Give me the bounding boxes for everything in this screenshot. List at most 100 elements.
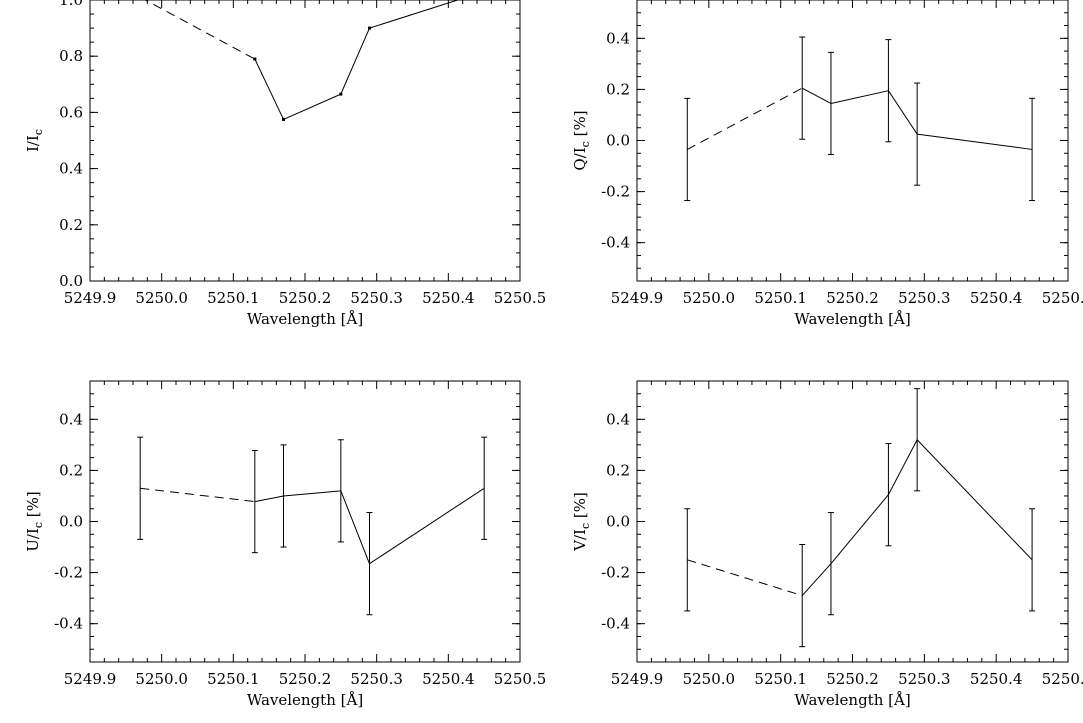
data-point <box>339 92 343 96</box>
series-group <box>684 36 1036 202</box>
x-tick-label: 5250.2 <box>279 289 332 307</box>
series-segment <box>917 133 1033 150</box>
x-axis-title: Wavelength [Å] <box>247 310 363 328</box>
x-tick-label: 5250.1 <box>754 670 807 688</box>
plot-frame <box>636 0 1069 282</box>
y-tick-label: 0.0 <box>606 132 630 150</box>
x-tick-label: 5250.4 <box>422 670 475 688</box>
y-tick-label: 1.0 <box>59 0 83 9</box>
y-tick-label: 0.0 <box>606 513 630 531</box>
y-tick-label: 0.0 <box>59 272 83 290</box>
y-tick-label: 0.4 <box>606 29 630 47</box>
x-tick-label: 5250.1 <box>754 289 807 307</box>
y-axis-title: I/Ic <box>24 129 45 152</box>
y-tick-label: 0.2 <box>606 80 630 98</box>
plot-frame <box>89 380 521 663</box>
x-tick-label: 5250.2 <box>279 670 332 688</box>
y-axis-title-main: V/I <box>571 529 589 552</box>
panel-q: 5249.9 5250.0 5250.1 5250.2 5250.3 5250.4 5250… <box>571 0 1083 328</box>
series-segment <box>369 0 460 29</box>
x-tick-label: 5250.5 <box>1042 289 1083 307</box>
y-axis-title-suffix: [%] <box>24 491 42 522</box>
y-axis-title-main: I/I <box>24 135 42 152</box>
series-segment <box>283 93 342 120</box>
x-tick-label: 5250.3 <box>898 670 951 688</box>
y-axis-title-subscript: c <box>32 522 45 528</box>
panel-i: 5249.9 5250.0 5250.1 5250.2 5250.3 5250.4 5250… <box>24 0 546 328</box>
y-tick-label: 0.0 <box>59 513 83 531</box>
x-tick-label: 5250.4 <box>970 670 1023 688</box>
x-tick-label: 5250.1 <box>207 289 260 307</box>
x-tick-label: 5250.5 <box>494 289 547 307</box>
series-segment-dashed <box>144 0 256 60</box>
y-tick-label: -0.4 <box>54 615 83 633</box>
x-tick-label: 5250.3 <box>350 670 403 688</box>
series-segment <box>830 90 889 104</box>
x-tick-label: 5250.0 <box>683 289 736 307</box>
y-axis-title-suffix: [%] <box>571 110 589 141</box>
series-segment-dashed <box>687 87 803 150</box>
series-segment <box>340 490 370 564</box>
x-tick-label: 5250.4 <box>422 289 475 307</box>
y-axis-title-main: U/I <box>24 528 42 552</box>
y-tick-label: 0.2 <box>59 461 83 479</box>
x-tick-label: 5250.0 <box>135 289 188 307</box>
y-tick-label: 0.4 <box>606 410 630 428</box>
series-segment <box>801 87 832 104</box>
x-tick-label: 5249.9 <box>611 670 664 688</box>
x-tick-label: 5250.5 <box>494 670 547 688</box>
data-point <box>253 57 257 61</box>
x-tick-label: 5250.5 <box>1042 670 1083 688</box>
x-tick-label: 5250.2 <box>826 670 879 688</box>
panel-v: 5249.9 5250.0 5250.1 5250.2 5250.3 5250.4 5250… <box>571 380 1083 709</box>
x-tick-label: 5250.3 <box>898 289 951 307</box>
y-tick-label: 0.2 <box>606 461 630 479</box>
x-tick-label: 5249.9 <box>64 289 117 307</box>
series-group <box>137 436 488 616</box>
y-tick-label: -0.2 <box>601 183 630 201</box>
y-axis-title-subscript: c <box>579 523 592 529</box>
panel-u: 5249.9 5250.0 5250.1 5250.2 5250.3 5250.4 5250… <box>24 380 547 709</box>
y-tick-label: -0.4 <box>601 615 630 633</box>
y-tick-label: -0.2 <box>54 564 83 582</box>
x-tick-label: 5249.9 <box>611 289 664 307</box>
y-axis-title: V/Ic [%] <box>571 492 592 552</box>
series-segment <box>801 563 832 596</box>
series-segment <box>887 439 918 495</box>
series-segment <box>340 27 370 95</box>
plot-frame <box>89 0 521 282</box>
y-tick-label: 0.4 <box>59 410 83 428</box>
series-group <box>144 0 460 121</box>
x-tick-label: 5250.4 <box>970 289 1023 307</box>
y-axis-title-main: Q/I <box>571 147 589 170</box>
x-tick-label: 5250.2 <box>826 289 879 307</box>
x-tick-label: 5250.1 <box>207 670 260 688</box>
series-segment <box>254 58 284 120</box>
y-axis-title: U/Ic [%] <box>24 491 45 552</box>
series-segment-dashed <box>687 559 803 597</box>
series-segment-dashed <box>140 487 255 503</box>
y-tick-label: 0.2 <box>59 216 83 234</box>
series-segment <box>254 495 284 503</box>
y-axis-title: Q/Ic [%] <box>571 110 592 170</box>
y-tick-label: -0.4 <box>601 234 630 252</box>
y-tick-label: 0.8 <box>59 47 83 65</box>
data-point <box>368 26 371 30</box>
series-group <box>684 388 1036 648</box>
series-segment <box>830 494 889 564</box>
y-axis-title-subscript: c <box>32 129 45 135</box>
x-tick-label: 5250.0 <box>135 670 188 688</box>
x-tick-label: 5249.9 <box>64 670 117 688</box>
data-point <box>282 117 285 121</box>
x-axis-title: Wavelength [Å] <box>794 691 910 709</box>
y-axis-title-suffix: [%] <box>571 492 589 523</box>
y-tick-label: 0.4 <box>59 160 83 178</box>
series-segment <box>369 487 485 565</box>
series-segment <box>887 90 918 135</box>
x-axis-title: Wavelength [Å] <box>794 310 910 328</box>
y-tick-label: -0.2 <box>601 564 630 582</box>
x-axis-title: Wavelength [Å] <box>247 691 363 709</box>
x-tick-label: 5250.3 <box>350 289 403 307</box>
series-segment <box>283 490 341 497</box>
